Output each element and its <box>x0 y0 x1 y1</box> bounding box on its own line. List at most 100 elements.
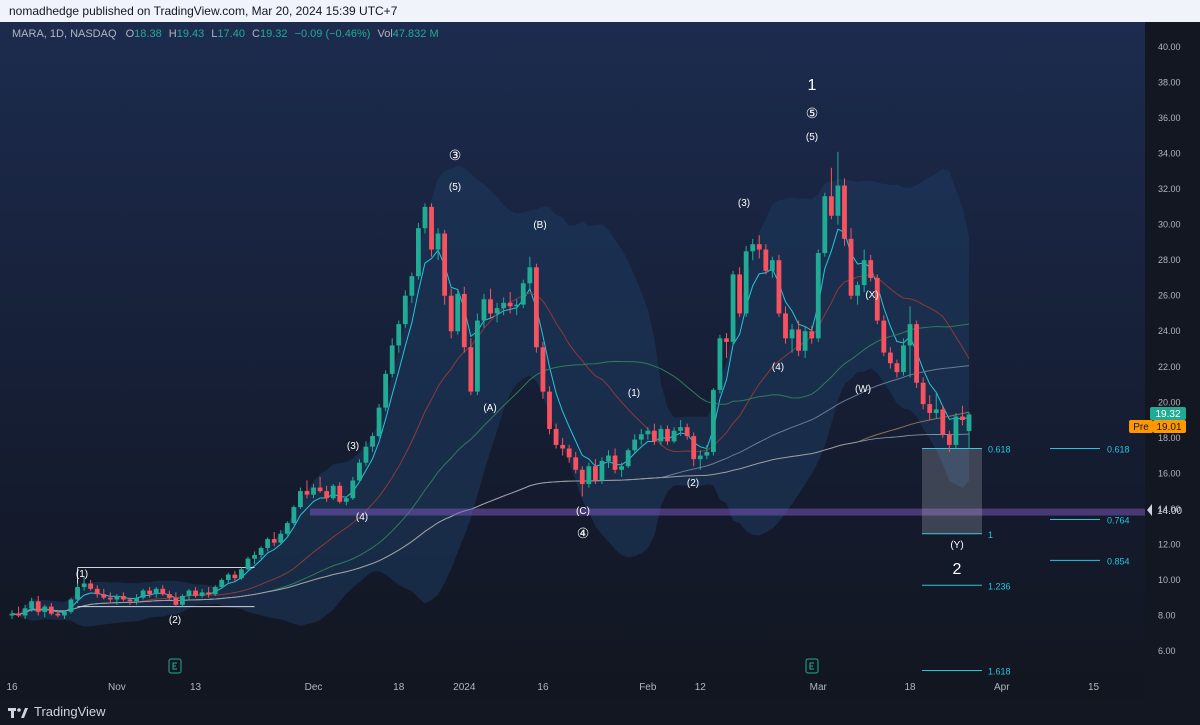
candle <box>907 306 913 378</box>
candle-body <box>927 404 933 413</box>
price-axis-background <box>1145 22 1200 698</box>
candle <box>357 459 362 483</box>
candle-body <box>199 592 205 596</box>
candle <box>239 567 244 580</box>
candle <box>612 448 618 474</box>
candle <box>278 530 284 545</box>
wave-label: (2) <box>687 478 699 489</box>
candle <box>291 505 297 525</box>
wave-label: (2) <box>169 615 181 626</box>
x-tick-label: 18 <box>904 682 916 693</box>
candle-body <box>534 267 539 348</box>
candle-body <box>953 416 959 445</box>
candle-body <box>743 251 749 314</box>
earnings-icon <box>805 658 819 674</box>
earnings-markers <box>168 658 819 674</box>
candle <box>704 444 710 460</box>
candle <box>343 496 349 506</box>
candle-body <box>704 452 710 456</box>
candle-body <box>901 345 906 373</box>
wave-labels-layer: (1) (2) (3) (4) (5) ③ (A) (B) (C) ④ (1) (2) (3) (4) (5… <box>76 77 964 626</box>
candle <box>153 587 159 598</box>
candle <box>815 249 821 342</box>
candle-body <box>140 590 146 598</box>
fib-label: 1.236 <box>988 581 1011 591</box>
candle <box>409 272 415 303</box>
candle-body <box>842 185 847 239</box>
fib-label-right: 0.854 <box>1107 556 1130 566</box>
candle <box>435 228 441 261</box>
y-tick-label: 40.00 <box>1158 42 1181 52</box>
candle <box>566 444 572 463</box>
symbol-label: MARA, 1D, NASDAQ <box>12 28 117 40</box>
candle-body <box>874 277 880 321</box>
candle-body <box>789 329 795 339</box>
candle <box>927 395 933 421</box>
candle-body <box>802 331 808 351</box>
candle <box>173 592 179 607</box>
y-tick-label: 36.00 <box>1158 113 1181 123</box>
candle-body <box>684 427 690 437</box>
candle-body <box>160 588 166 595</box>
close-label: C <box>252 28 260 40</box>
candle-body <box>337 485 343 502</box>
candle-body <box>776 260 782 314</box>
candle-body <box>258 547 264 556</box>
candle-body <box>284 523 290 534</box>
candle <box>94 585 100 598</box>
candle-body <box>429 206 434 250</box>
candle-body <box>166 594 172 598</box>
candle-body <box>409 276 415 296</box>
y-tick-label: 28.00 <box>1158 255 1181 265</box>
candle <box>160 585 166 596</box>
earnings-box <box>168 658 182 674</box>
y-tick-label: 10.00 <box>1158 575 1181 585</box>
candle-body <box>665 428 670 442</box>
candle-body <box>894 363 900 373</box>
candle-body <box>553 428 559 445</box>
candle <box>914 320 919 389</box>
candle <box>953 412 959 449</box>
candle-body <box>946 434 952 445</box>
candle <box>337 482 343 504</box>
candle-body <box>114 595 120 600</box>
candle-body <box>383 373 389 408</box>
candle <box>468 338 474 396</box>
candle <box>651 423 657 445</box>
support-zone-layer <box>310 508 1145 516</box>
candle <box>68 597 74 614</box>
candle <box>219 578 225 589</box>
candle <box>697 450 703 470</box>
candle <box>284 521 290 536</box>
candle-body <box>868 260 874 278</box>
candle-body <box>389 345 395 374</box>
candle <box>324 485 330 502</box>
candle <box>101 588 107 600</box>
candle <box>29 597 35 612</box>
candle <box>658 425 664 445</box>
wave-label: (W) <box>855 384 871 395</box>
candle-body <box>514 304 520 307</box>
candle-body <box>481 299 487 321</box>
candle-body <box>245 558 251 570</box>
earnings-box <box>805 658 819 674</box>
candle-body <box>638 434 644 440</box>
candle <box>710 388 716 456</box>
candle <box>383 370 389 412</box>
candle <box>186 588 192 600</box>
y-tick-label: 12.00 <box>1158 539 1181 549</box>
candle <box>501 297 507 316</box>
candle <box>822 192 828 257</box>
candle-body <box>710 389 716 453</box>
candle-body <box>599 460 605 481</box>
candle-body <box>311 487 316 495</box>
candle <box>232 571 238 582</box>
wave-label: (B) <box>533 220 546 231</box>
close-value: 19.32 <box>260 28 288 40</box>
candle-body <box>763 249 769 271</box>
candle <box>317 476 323 493</box>
price-chart[interactable]: 0.618 1 1.236 1.618 0.618 0.764 0.854 (1) (2) (3… <box>0 22 1200 698</box>
x-tick-label: Dec <box>305 682 323 693</box>
wave-label: 2 <box>953 561 962 578</box>
candle <box>586 462 592 488</box>
